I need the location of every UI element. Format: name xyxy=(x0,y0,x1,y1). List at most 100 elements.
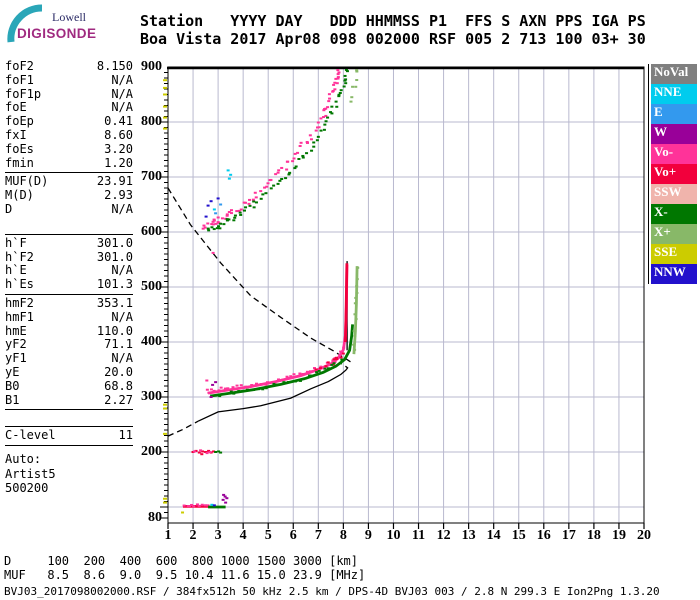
legend-item-sse: SSE xyxy=(651,244,697,264)
legend-label: X- xyxy=(654,204,668,219)
param-row: B0 68.8 xyxy=(5,378,133,394)
auto-scaler-line: 500200 xyxy=(5,481,49,496)
param-value: 0.41 xyxy=(104,114,133,129)
x-axis-label: 14 xyxy=(486,528,501,543)
param-row: fmin 1.20 xyxy=(5,155,133,171)
param-label: foEs xyxy=(5,141,34,156)
muf-distance-row: D 100 200 400 600 800 1000 1500 3000 [km… xyxy=(4,554,359,568)
auto-scaler-line: Artist5 xyxy=(5,466,56,481)
param-value: N/A xyxy=(111,309,133,324)
lowell-digisonde-logo: Lowell DIGISONDE xyxy=(6,4,116,48)
legend-item-vo: Vo+ xyxy=(651,164,697,184)
param-label: foF2 xyxy=(5,59,34,73)
param-row: h`F 301.0 xyxy=(5,235,133,251)
f-trace-x-plus xyxy=(352,266,359,355)
param-value: 110.0 xyxy=(96,323,133,338)
param-row: hmF1 N/A xyxy=(5,309,133,325)
param-value: 353.1 xyxy=(96,295,133,310)
param-row: D N/A xyxy=(5,202,133,217)
param-label: fmin xyxy=(5,155,34,170)
param-row: foEs 3.20 xyxy=(5,141,133,157)
param-row: C-level 11 xyxy=(5,429,133,443)
param-label: fxI xyxy=(5,127,27,142)
header-block: Station YYYY DAY DDD HHMMSS P1 FFS S AXN… xyxy=(140,12,646,48)
legend-border xyxy=(648,64,649,284)
legend-label: X+ xyxy=(654,224,671,239)
param-label: B1 xyxy=(5,392,20,407)
param-label: hmF2 xyxy=(5,295,34,310)
param-row: h`F2 301.0 xyxy=(5,250,133,265)
x-axis-label: 7 xyxy=(314,528,322,543)
legend-item-ssw: SSW xyxy=(651,184,697,204)
param-row: yE 20.0 xyxy=(5,365,133,380)
param-label: h`F xyxy=(5,235,27,250)
x-axis-label: 8 xyxy=(339,528,347,543)
x-axis-label: 2 xyxy=(189,528,197,543)
param-row: fxI 8.60 xyxy=(5,127,133,143)
legend-label: SSW xyxy=(654,184,682,199)
y-axis-label: 800 xyxy=(141,114,162,129)
param-row: foE N/A xyxy=(5,101,133,115)
param-label: h`E xyxy=(5,263,27,278)
param-value: 2.93 xyxy=(104,188,133,203)
legend-item-w: W xyxy=(651,124,697,144)
legend-item-noval: NoVal xyxy=(651,64,697,84)
param-value: N/A xyxy=(111,263,133,278)
param-label: yF1 xyxy=(5,351,27,366)
separator xyxy=(5,293,133,295)
y-axis-label: 300 xyxy=(141,389,162,404)
legend-label: W xyxy=(654,124,667,139)
legend-label: NNW xyxy=(654,264,686,279)
param-label: foEp xyxy=(5,114,34,129)
auto-scaler-line: Auto: xyxy=(5,452,42,467)
param-row: hmF2 353.1 xyxy=(5,295,133,311)
x-axis-label: 15 xyxy=(511,528,526,543)
param-label: hmE xyxy=(5,323,27,338)
x-axis-label: 19 xyxy=(611,528,626,543)
separator xyxy=(5,233,133,235)
x-axis-label: 10 xyxy=(386,528,401,543)
x-axis-label: 13 xyxy=(461,528,476,543)
y-axis-label: 80 xyxy=(148,510,162,525)
y-axis-label: 600 xyxy=(141,224,162,239)
true-height-profile xyxy=(197,365,349,422)
f-trace-vo-plus xyxy=(344,263,349,343)
x-axis-label: 17 xyxy=(561,528,576,543)
param-label: foE xyxy=(5,100,27,115)
param-value: 11 xyxy=(118,428,133,443)
y-axis-label: 200 xyxy=(141,444,162,459)
x-axis-label: 18 xyxy=(586,528,601,543)
legend-item-vo: Vo- xyxy=(651,144,697,164)
legend-label: SSE xyxy=(654,244,678,259)
x-axis-label: 12 xyxy=(436,528,451,543)
param-row: yF2 71.1 xyxy=(5,338,133,352)
param-value: N/A xyxy=(111,72,133,87)
param-label: foF1p xyxy=(5,86,42,101)
legend-label: Vo+ xyxy=(654,164,677,179)
logo-line1: Lowell xyxy=(52,10,87,24)
ionogram-canvas xyxy=(160,66,645,529)
legend-item-nnw: NNW xyxy=(651,264,697,284)
param-row: B1 2.27 xyxy=(5,392,133,408)
profile-below-fmin xyxy=(168,420,199,437)
header-line2: Boa Vista 2017 Apr08 098 002000 RSF 005 … xyxy=(140,30,646,48)
param-value: 8.150 xyxy=(96,59,133,73)
param-label: foF1 xyxy=(5,72,34,87)
separator xyxy=(5,426,133,428)
param-row: foF1 N/A xyxy=(5,72,133,88)
param-row: h`E N/A xyxy=(5,264,133,278)
param-value: 301.0 xyxy=(96,235,133,250)
param-label: C-level xyxy=(5,428,56,443)
x-axis-label: 6 xyxy=(289,528,297,543)
x-axis-label: 3 xyxy=(214,528,222,543)
separator xyxy=(5,409,133,411)
logo-arc-icon xyxy=(7,4,43,43)
separator xyxy=(5,172,133,174)
param-row: yF1 N/A xyxy=(5,351,133,366)
param-label: B0 xyxy=(5,378,20,393)
param-value: N/A xyxy=(111,86,133,101)
x-axis-label: 5 xyxy=(264,528,272,543)
param-label: M(D) xyxy=(5,188,34,203)
x-axis-label: 1 xyxy=(164,528,172,543)
param-label: h`Es xyxy=(5,277,34,292)
